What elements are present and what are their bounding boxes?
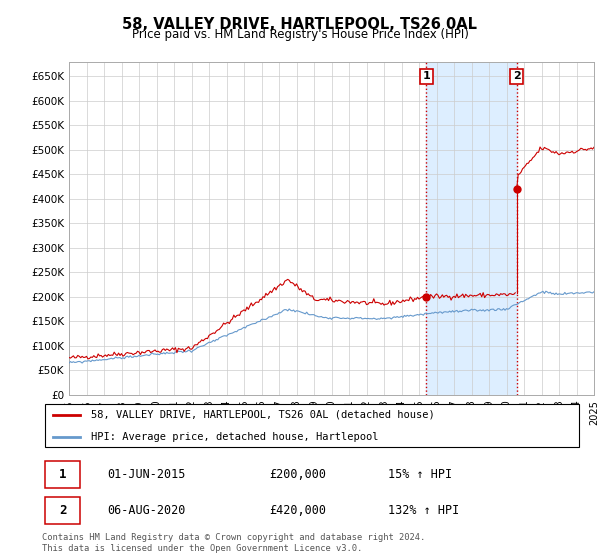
Text: 15% ↑ HPI: 15% ↑ HPI bbox=[388, 468, 452, 480]
Text: £420,000: £420,000 bbox=[269, 504, 326, 517]
Text: HPI: Average price, detached house, Hartlepool: HPI: Average price, detached house, Hart… bbox=[91, 432, 378, 442]
Text: 01-JUN-2015: 01-JUN-2015 bbox=[107, 468, 185, 480]
Text: Contains HM Land Registry data © Crown copyright and database right 2024.
This d: Contains HM Land Registry data © Crown c… bbox=[42, 533, 425, 553]
Text: 2: 2 bbox=[59, 504, 66, 517]
Text: 132% ↑ HPI: 132% ↑ HPI bbox=[388, 504, 459, 517]
Text: 1: 1 bbox=[59, 468, 66, 480]
Text: 58, VALLEY DRIVE, HARTLEPOOL, TS26 0AL: 58, VALLEY DRIVE, HARTLEPOOL, TS26 0AL bbox=[122, 17, 478, 32]
Bar bbox=[427, 62, 517, 395]
FancyBboxPatch shape bbox=[45, 497, 80, 524]
FancyBboxPatch shape bbox=[45, 404, 580, 447]
Text: 58, VALLEY DRIVE, HARTLEPOOL, TS26 0AL (detached house): 58, VALLEY DRIVE, HARTLEPOOL, TS26 0AL (… bbox=[91, 410, 434, 420]
FancyBboxPatch shape bbox=[45, 461, 80, 488]
Text: 06-AUG-2020: 06-AUG-2020 bbox=[107, 504, 185, 517]
Text: £200,000: £200,000 bbox=[269, 468, 326, 480]
Text: Price paid vs. HM Land Registry's House Price Index (HPI): Price paid vs. HM Land Registry's House … bbox=[131, 28, 469, 41]
Text: 2: 2 bbox=[513, 71, 521, 81]
Text: 1: 1 bbox=[422, 71, 430, 81]
